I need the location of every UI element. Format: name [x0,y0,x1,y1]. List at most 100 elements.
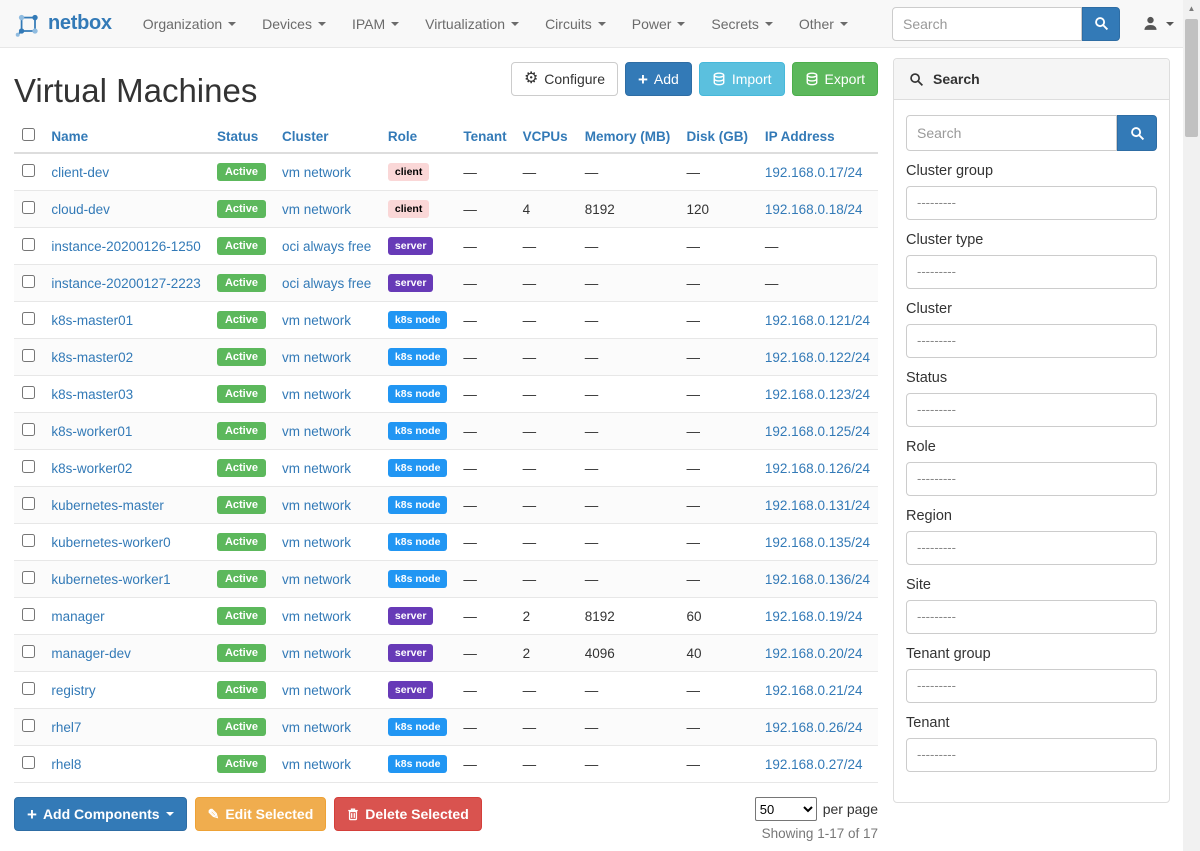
row-checkbox[interactable] [22,608,35,621]
vm-name-link[interactable]: rhel7 [51,719,82,735]
column-header-name[interactable]: Name [43,120,209,154]
vm-name-link[interactable]: k8s-master03 [51,386,134,402]
sidebar-search-input[interactable] [906,115,1117,151]
vm-name-link[interactable]: k8s-master01 [51,312,134,328]
role-badge[interactable]: k8s node [387,533,448,551]
vm-name-link[interactable]: k8s-master02 [51,349,134,365]
row-checkbox[interactable] [22,312,35,325]
role-badge[interactable]: server [387,644,434,662]
filter-select[interactable]: --------- [906,393,1157,427]
import-button[interactable]: Import [698,62,785,96]
nav-menu-organization[interactable]: Organization [130,0,249,48]
nav-menu-power[interactable]: Power [619,0,699,48]
row-checkbox[interactable] [22,571,35,584]
add-button[interactable]: + Add [624,62,692,96]
vm-name-link[interactable]: kubernetes-worker1 [51,571,171,587]
ip-address-link[interactable]: 192.168.0.126/24 [764,460,870,476]
role-badge[interactable]: k8s node [387,570,448,588]
user-menu[interactable] [1142,15,1174,32]
configure-button[interactable]: ⚙ Configure [510,62,618,96]
row-checkbox[interactable] [22,645,35,658]
cluster-link[interactable]: vm network [281,756,352,772]
filter-select[interactable]: --------- [906,255,1157,289]
scrollbar[interactable]: ▲ [1183,0,1200,851]
vm-name-link[interactable]: instance-20200127-2223 [51,275,201,291]
filter-select[interactable]: --------- [906,324,1157,358]
filter-select[interactable]: --------- [906,600,1157,634]
vm-name-link[interactable]: k8s-worker02 [51,460,133,476]
vm-name-link[interactable]: cloud-dev [51,201,110,217]
filter-select[interactable]: --------- [906,738,1157,772]
cluster-link[interactable]: vm network [281,719,352,735]
vm-name-link[interactable]: instance-20200126-1250 [51,238,201,254]
row-checkbox[interactable] [22,756,35,769]
row-checkbox[interactable] [22,201,35,214]
nav-menu-secrets[interactable]: Secrets [698,0,785,48]
vm-name-link[interactable]: client-dev [51,164,110,180]
cluster-link[interactable]: vm network [281,312,352,328]
edit-selected-button[interactable]: ✎ Edit Selected [194,797,327,831]
row-checkbox[interactable] [22,497,35,510]
role-badge[interactable]: client [387,200,430,218]
column-header-tenant[interactable]: Tenant [455,120,515,154]
row-checkbox[interactable] [22,238,35,251]
navbar-search-input[interactable] [892,6,1082,41]
column-header-status[interactable]: Status [208,120,274,154]
cluster-link[interactable]: oci always free [281,275,372,291]
cluster-link[interactable]: oci always free [281,238,372,254]
cluster-link[interactable]: vm network [281,571,352,587]
cluster-link[interactable]: vm network [281,645,352,661]
scrollbar-up-arrow[interactable]: ▲ [1187,4,1196,13]
filter-select[interactable]: --------- [906,531,1157,565]
role-badge[interactable]: server [387,274,434,292]
column-header-cluster[interactable]: Cluster [273,120,380,154]
role-badge[interactable]: k8s node [387,311,448,329]
column-header-ip-address[interactable]: IP Address [756,120,878,154]
ip-address-link[interactable]: 192.168.0.121/24 [764,312,870,328]
vm-name-link[interactable]: manager-dev [51,645,131,661]
row-checkbox[interactable] [22,164,35,177]
ip-address-link[interactable]: 192.168.0.122/24 [764,349,870,365]
cluster-link[interactable]: vm network [281,534,352,550]
row-checkbox[interactable] [22,423,35,436]
role-badge[interactable]: k8s node [387,496,448,514]
ip-address-link[interactable]: 192.168.0.21/24 [764,682,863,698]
column-header-vcpus[interactable]: VCPUs [514,120,577,154]
row-checkbox[interactable] [22,682,35,695]
cluster-link[interactable]: vm network [281,460,352,476]
role-badge[interactable]: server [387,607,434,625]
cluster-link[interactable]: vm network [281,386,352,402]
ip-address-link[interactable]: 192.168.0.125/24 [764,423,870,439]
row-checkbox[interactable] [22,386,35,399]
delete-selected-button[interactable]: Delete Selected [334,797,482,831]
column-header-disk-gb-[interactable]: Disk (GB) [678,120,757,154]
cluster-link[interactable]: vm network [281,349,352,365]
cluster-link[interactable]: vm network [281,201,352,217]
row-checkbox[interactable] [22,719,35,732]
netbox-brand[interactable]: netbox [14,10,112,38]
ip-address-link[interactable]: 192.168.0.131/24 [764,497,870,513]
cluster-link[interactable]: vm network [281,497,352,513]
nav-menu-virtualization[interactable]: Virtualization [412,0,532,48]
vm-name-link[interactable]: kubernetes-worker0 [51,534,171,550]
ip-address-link[interactable]: 192.168.0.27/24 [764,756,863,772]
role-badge[interactable]: k8s node [387,755,448,773]
cluster-link[interactable]: vm network [281,423,352,439]
ip-address-link[interactable]: 192.168.0.18/24 [764,201,863,217]
ip-address-link[interactable]: 192.168.0.17/24 [764,164,863,180]
per-page-select[interactable]: 50 [754,797,817,821]
vm-name-link[interactable]: manager [51,608,105,624]
nav-menu-circuits[interactable]: Circuits [532,0,619,48]
ip-address-link[interactable]: 192.168.0.19/24 [764,608,863,624]
role-badge[interactable]: k8s node [387,718,448,736]
role-badge[interactable]: k8s node [387,459,448,477]
cluster-link[interactable]: vm network [281,164,352,180]
role-badge[interactable]: k8s node [387,385,448,403]
row-checkbox[interactable] [22,460,35,473]
vm-name-link[interactable]: kubernetes-master [51,497,164,513]
role-badge[interactable]: server [387,237,434,255]
cluster-link[interactable]: vm network [281,608,352,624]
ip-address-link[interactable]: 192.168.0.123/24 [764,386,870,402]
row-checkbox[interactable] [22,534,35,547]
nav-menu-other[interactable]: Other [786,0,861,48]
